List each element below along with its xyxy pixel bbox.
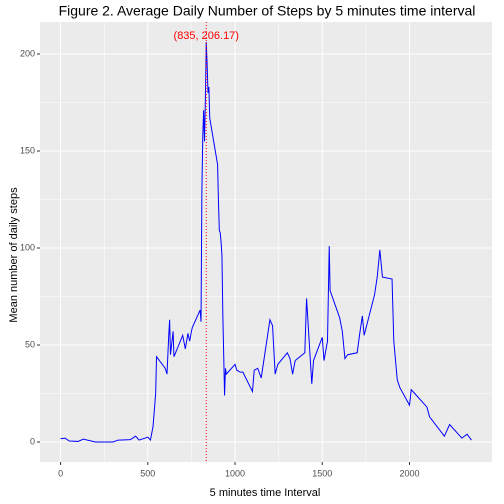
y-tick-label: 100 <box>20 242 35 252</box>
x-axis-title: 5 minutes time Interval <box>210 487 321 499</box>
x-tick-label: 500 <box>140 468 155 478</box>
x-tick-label: 1000 <box>225 468 245 478</box>
data-line <box>60 42 472 443</box>
x-tick-label: 2000 <box>399 468 419 478</box>
chart-title: Figure 2. Average Daily Number of Steps … <box>59 3 476 19</box>
y-tick-label: 50 <box>25 339 35 349</box>
plot-background <box>40 22 492 462</box>
x-tick-label: 0 <box>58 468 63 478</box>
y-tick-label: 0 <box>30 436 35 446</box>
y-tick-label: 200 <box>20 48 35 58</box>
y-axis-title: Mean number of daily steps <box>8 187 20 323</box>
y-tick-label: 150 <box>20 145 35 155</box>
x-tick-label: 1500 <box>312 468 332 478</box>
annotation: (835, 206.17) <box>174 30 239 42</box>
